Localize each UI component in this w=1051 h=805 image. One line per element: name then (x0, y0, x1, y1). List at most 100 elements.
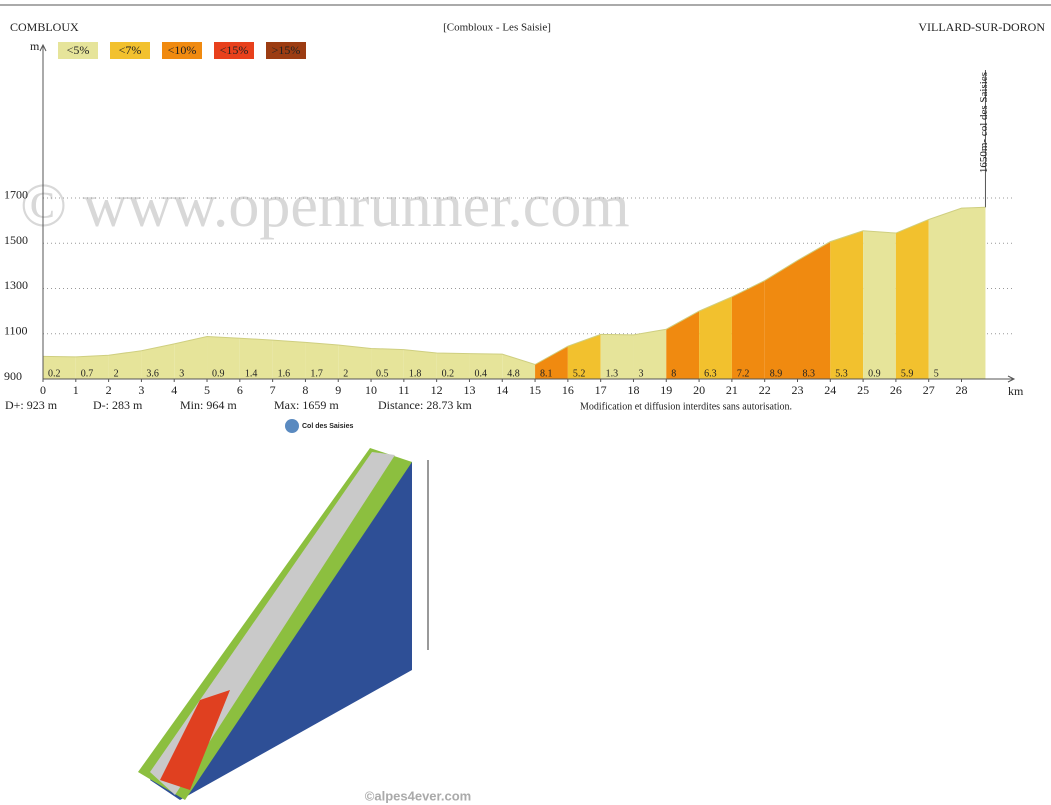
gradient-label: 3.6 (146, 368, 159, 379)
gradient-label: 5.9 (901, 368, 914, 379)
x-tick-label: 11 (398, 383, 410, 397)
x-tick-label: 9 (335, 383, 341, 397)
gradient-label: 3 (179, 368, 184, 379)
photo-steep (160, 690, 230, 790)
profile-segment (633, 329, 667, 379)
legend-swatch (58, 42, 98, 59)
legend-label: <10% (168, 43, 197, 57)
x-tick-label: 8 (302, 383, 308, 397)
x-tick-label: 21 (726, 383, 738, 397)
y-tick-label: 1100 (4, 323, 28, 337)
profile-segment (469, 353, 503, 379)
y-tick-label: 1700 (4, 188, 28, 202)
gradient-label: 8.3 (802, 368, 815, 379)
y-tick-label: 1500 (4, 233, 28, 247)
gradient-label: 0.2 (442, 368, 455, 379)
gradient-label: 0.2 (48, 368, 61, 379)
profile-segment (797, 241, 831, 379)
stat: Min: 964 m (180, 398, 237, 412)
profile-segment (43, 356, 76, 379)
gradient-label: 0.5 (376, 368, 389, 379)
profile-segment (403, 349, 437, 379)
x-tick-label: 20 (693, 383, 705, 397)
stat: Max: 1659 m (274, 398, 339, 412)
gradient-label: 0.7 (81, 368, 94, 379)
legend-swatch (214, 42, 254, 59)
gradient-label: 2 (343, 368, 348, 379)
x-tick-label: 22 (759, 383, 771, 397)
x-unit: km (1008, 384, 1024, 398)
gradient-label: 1.6 (278, 368, 291, 379)
x-tick-label: 1 (73, 383, 79, 397)
profile-segment (174, 336, 208, 379)
legend-swatch (266, 42, 306, 59)
profile-segment (895, 219, 929, 379)
end-name: VILLARD-SUR-DORON (918, 20, 1045, 34)
gradient-label: 8.9 (770, 368, 783, 379)
x-tick-label: 14 (496, 383, 508, 397)
legend-label: >15% (272, 43, 301, 57)
profile-segment (207, 336, 240, 379)
gradient-label: 6.3 (704, 368, 717, 379)
profile-segment (699, 296, 732, 379)
profile-segment (239, 338, 273, 379)
x-tick-label: 0 (40, 383, 46, 397)
legend-label: <7% (119, 43, 142, 57)
gradient-label: 0.4 (474, 368, 487, 379)
legend-label: <15% (220, 43, 249, 57)
profile-segment (666, 311, 700, 379)
start-name: COMBLOUX (10, 20, 79, 34)
y-tick-label: 900 (4, 369, 22, 383)
gradient-label: 3 (638, 368, 643, 379)
route-name: [Combloux - Les Saisie] (443, 22, 551, 34)
photo-credit: ©alpes4ever.com (365, 788, 471, 803)
legend-label: <5% (67, 43, 90, 57)
y-arrow (39, 43, 47, 52)
stat: D-: 283 m (93, 398, 143, 412)
profile-segment (502, 354, 536, 379)
x-tick-label: 18 (627, 383, 639, 397)
gradient-label: 1.3 (606, 368, 619, 379)
profile-chart: © www.openrunner.com90011001300150017000… (4, 39, 1024, 398)
profile-segment (371, 348, 404, 379)
x-tick-label: 7 (270, 383, 276, 397)
x-tick-label: 12 (431, 383, 443, 397)
x-tick-label: 24 (824, 383, 836, 397)
x-arrow (1007, 375, 1016, 383)
x-tick-label: 10 (365, 383, 377, 397)
gradient-label: 1.8 (409, 368, 422, 379)
profile-segment (305, 342, 339, 379)
summit-label: 1650m- col des Saisies (978, 72, 990, 173)
gradient-label: 5.3 (835, 368, 848, 379)
profile-segment (764, 260, 798, 379)
profile-segment (600, 334, 634, 379)
gradient-label: 0.9 (212, 368, 225, 379)
gradient-label: 1.4 (245, 368, 258, 379)
x-tick-label: 19 (660, 383, 672, 397)
x-tick-label: 25 (857, 383, 869, 397)
gradient-label: 7.2 (737, 368, 750, 379)
photo-icon (285, 419, 299, 433)
stat: Distance: 28.73 km (378, 398, 472, 412)
gradient-label: 4.8 (507, 368, 519, 379)
profile-segment (338, 345, 372, 379)
stat: D+: 923 m (5, 398, 58, 412)
profile-segment (436, 352, 470, 379)
gradient-label: 5.2 (573, 368, 586, 379)
profile-segment (928, 208, 962, 379)
x-tick-label: 5 (204, 383, 210, 397)
profile-segment (961, 207, 986, 379)
x-tick-label: 2 (106, 383, 112, 397)
notice: Modification et diffusion interdites san… (580, 401, 792, 412)
gradient-label: 8 (671, 368, 676, 379)
photo-profile: Col des Saisies ©alpes4ever.com (138, 419, 471, 803)
gradient-label: 2 (114, 368, 119, 379)
profile-segment (863, 230, 896, 379)
gradient-label: 5 (934, 368, 939, 379)
photo-title: Col des Saisies (302, 423, 353, 430)
profile-line (42, 206, 986, 366)
gradient-label: 8.1 (540, 368, 553, 379)
x-tick-label: 15 (529, 383, 541, 397)
profile-segment (567, 334, 601, 379)
